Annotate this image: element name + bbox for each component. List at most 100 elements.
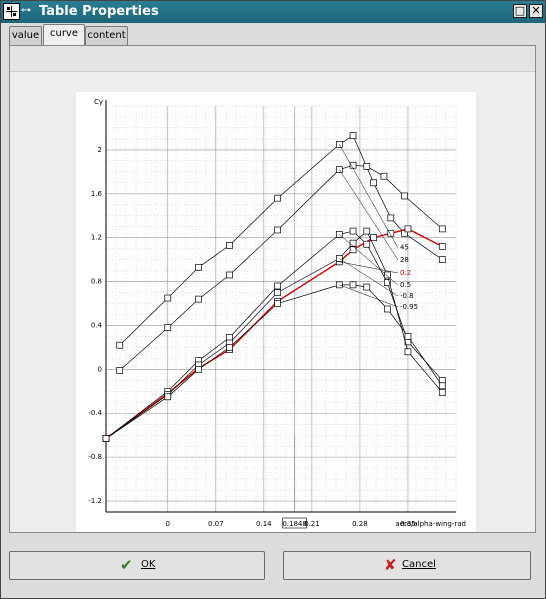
data-point — [349, 239, 357, 247]
curve-chart[interactable]: 2 1.6 1.2 0.8 0.4 0 -0.4 -0.8 -1.2 0 0.07 0.14 0.184… — [76, 92, 476, 532]
series-leader-line — [339, 144, 399, 248]
data-point — [404, 225, 412, 233]
data-point — [164, 294, 172, 302]
x-tick-label: 0.07 — [208, 520, 224, 528]
y-tick-label: 1.2 — [91, 234, 102, 242]
chart-grid — [105, 105, 457, 513]
x-tick-label: 0.35 — [400, 520, 416, 528]
panel-toolbar-strip — [10, 46, 535, 72]
data-point — [116, 367, 124, 374]
x-marker-box — [282, 517, 307, 529]
data-point — [404, 333, 412, 340]
series-label-0.5: 0.5 — [400, 281, 411, 289]
y-tick-label: -0.4 — [88, 409, 102, 417]
data-point — [401, 192, 408, 200]
data-point — [116, 341, 124, 349]
y-tick-label: 0.8 — [91, 278, 102, 286]
data-point — [349, 246, 357, 254]
ok-check-icon: ✔ — [120, 556, 133, 574]
data-point — [226, 334, 233, 341]
data-point — [438, 225, 446, 233]
data-point — [370, 179, 377, 187]
chart-labels: 45 28 0.2 0.5 -0.8 -0.95 — [339, 144, 418, 311]
series-leader-line — [339, 261, 399, 274]
data-point — [370, 234, 377, 242]
window-title: Table Properties — [39, 4, 159, 19]
data-point — [164, 393, 172, 401]
chart-area[interactable]: 2 1.6 1.2 0.8 0.4 0 -0.4 -0.8 -1.2 0 0.07 0.14 0.184… — [76, 92, 476, 532]
data-point — [363, 163, 371, 170]
data-point — [380, 172, 388, 180]
data-point — [274, 300, 281, 307]
x-tick-label: 0.1848 — [282, 520, 307, 528]
series-label--0.95: -0.95 — [400, 303, 418, 311]
series-line--0.95 — [105, 284, 443, 439]
data-point — [102, 435, 110, 442]
cancel-button-label: Cancel — [402, 559, 436, 570]
title-decoration-icon: ⊶ — [21, 5, 31, 16]
chart-axes: 2 1.6 1.2 0.8 0.4 0 -0.4 -0.8 -1.2 0 0.07 0.14 0.184… — [88, 98, 466, 529]
series-label-28: 28 — [400, 256, 409, 264]
series-line--0.8 — [105, 230, 443, 439]
tab-value[interactable]: value — [9, 26, 42, 46]
data-point — [195, 295, 202, 303]
y-tick-label: 0.4 — [91, 321, 103, 329]
data-point — [226, 344, 233, 351]
data-point — [226, 242, 233, 249]
tab-curve[interactable]: curve — [43, 24, 85, 46]
data-point — [195, 263, 202, 271]
data-point — [387, 214, 395, 222]
curve-panel: 2 1.6 1.2 0.8 0.4 0 -0.4 -0.8 -1.2 0 0.07 0.14 0.184… — [9, 45, 536, 533]
chart-series — [102, 132, 446, 442]
series-label-0.2: 0.2 — [400, 269, 411, 277]
x-tick-label: 0.28 — [352, 520, 368, 528]
data-point — [274, 194, 281, 202]
data-point — [384, 271, 391, 279]
cancel-x-icon: ✘ — [384, 556, 397, 574]
data-point — [363, 240, 371, 248]
series-leader-line — [339, 258, 399, 297]
x-tick-label: 0 — [166, 520, 170, 528]
series-label-45: 45 — [400, 244, 409, 252]
tab-content[interactable]: content — [85, 26, 128, 46]
y-axis-label: Cy — [94, 98, 103, 106]
y-tick-label: 0 — [98, 365, 102, 373]
data-point — [195, 366, 202, 373]
ok-button[interactable]: ✔ OK — [9, 551, 265, 580]
data-point — [349, 227, 357, 235]
series-line-0.5 — [105, 230, 443, 439]
data-point — [438, 243, 446, 250]
y-tick-label: 2 — [98, 146, 102, 154]
y-tick-label: -1.2 — [88, 497, 102, 505]
x-tick-label: 0.14 — [256, 520, 272, 528]
x-axis-label: aero/alpha-wing-rad — [395, 520, 466, 528]
data-point — [226, 271, 233, 279]
data-point — [274, 282, 281, 290]
maximize-button[interactable]: □ — [513, 4, 527, 18]
data-point — [274, 289, 281, 296]
app-icon[interactable] — [3, 3, 20, 20]
data-point — [384, 279, 391, 287]
series-leader-line — [339, 234, 399, 286]
data-point — [274, 226, 281, 234]
data-point — [384, 305, 391, 313]
series-leader-line — [339, 169, 399, 260]
data-point — [164, 324, 172, 332]
data-point — [438, 389, 446, 396]
title-bar[interactable]: ⊶ Table Properties □ ✕ — [1, 1, 545, 23]
data-point — [438, 256, 446, 263]
data-point — [438, 382, 446, 390]
data-point — [363, 227, 371, 235]
y-tick-label: -0.8 — [88, 453, 102, 461]
y-tick-label: 1.6 — [91, 190, 103, 198]
data-point — [404, 348, 412, 356]
data-point — [349, 132, 357, 139]
series-line-0.2 — [105, 228, 443, 440]
series-leader-line — [339, 284, 399, 308]
data-point — [349, 281, 357, 289]
cancel-button[interactable]: ✘ Cancel — [283, 551, 531, 580]
series-line-28 — [119, 164, 443, 371]
x-tick-label: 0.21 — [304, 520, 320, 528]
close-button[interactable]: ✕ — [529, 4, 543, 18]
